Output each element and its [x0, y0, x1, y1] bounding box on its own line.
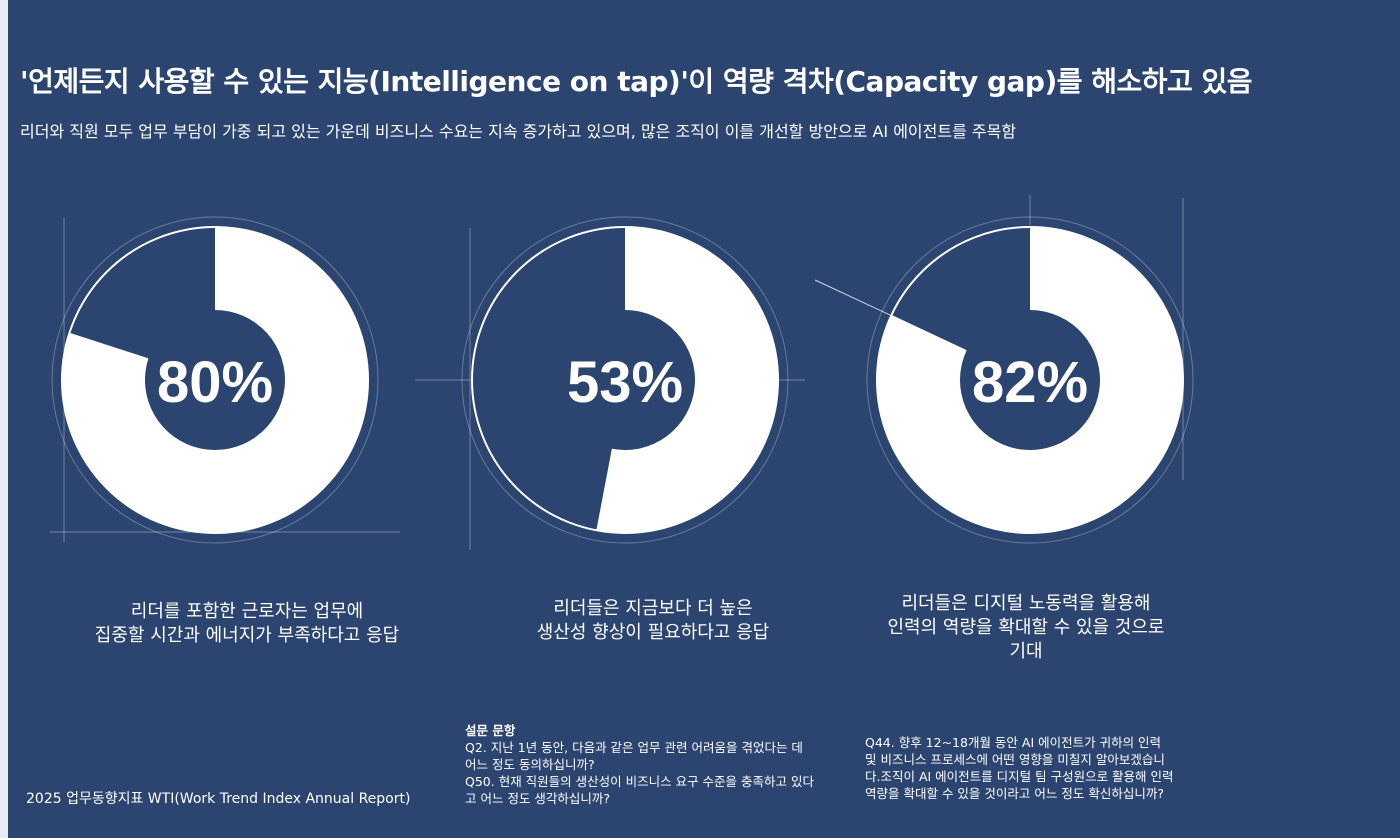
note-q44: Q44. 향후 12~18개월 동안 AI 에이전트가 귀하의 인력 및 비즈니… [865, 735, 1174, 801]
donut-value-label: 80% [157, 350, 273, 415]
note-q2: Q2. 지난 1년 동안, 다음과 같은 업무 관련 어려움을 겪었다는 데 어… [465, 740, 803, 772]
caption-line: 인력의 역량을 확대할 수 있을 것으로 [887, 617, 1165, 638]
caption-line: 리더를 포함한 근로자는 업무에 [130, 601, 364, 622]
caption-line: 리더들은 디지털 노동력을 활용해 [901, 593, 1151, 614]
donut-charts: 80% 53% 82% [50, 195, 1194, 550]
donut-slice [877, 227, 1183, 533]
donut-outer-ring [866, 216, 1194, 544]
left-edge [0, 0, 8, 838]
donut-outer-ring [51, 216, 379, 544]
donut-slice [596, 227, 778, 533]
donut-value-label: 82% [972, 350, 1088, 415]
source: 2025 업무동향지표 WTI(Work Trend Index Annual … [26, 791, 411, 807]
donut-outer-ring [461, 216, 789, 544]
page-subtitle: 리더와 직원 모두 업무 부담이 가중 되고 있는 가운데 비즈니스 수요는 지… [20, 122, 1017, 141]
caption-line: 기대 [1009, 641, 1043, 662]
page-title: '언제든지 사용할 수 있는 지능(Intelligence on tap)'이… [20, 65, 1253, 98]
notes-heading: 설문 문항 [465, 723, 516, 738]
caption-line: 리더들은 지금보다 더 높은 [553, 598, 753, 619]
survey-notes: 설문 문항 Q2. 지난 1년 동안, 다음과 같은 업무 관련 어려움을 겪었… [465, 722, 815, 807]
caption-line: 집중할 시간과 에너지가 부족하다고 응답 [94, 625, 400, 646]
note-q50: Q50. 현재 직원들의 생산성이 비즈니스 요구 수준을 충족하고 있다고 어… [465, 774, 815, 806]
caption-line: 생산성 향상이 필요하다고 응답 [536, 622, 770, 643]
donut-value-label: 53% [567, 350, 683, 415]
donut-slice [61, 227, 368, 533]
